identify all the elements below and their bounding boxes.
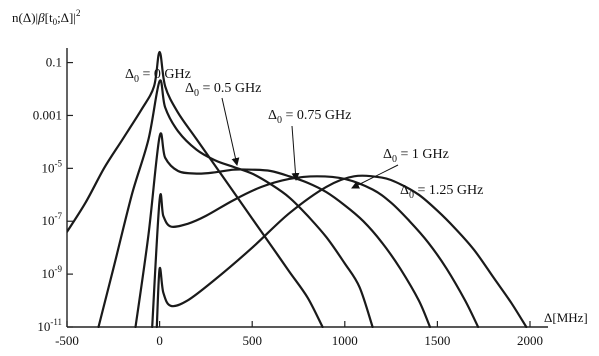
series-label-3: Δ0 = 1 GHz: [383, 147, 449, 165]
y-tick-label: 0.001: [33, 107, 62, 122]
series-label-4: Δ0 = 1.25 GHz: [400, 183, 483, 201]
series-curve-4: [155, 174, 528, 328]
x-tick-label: 2000: [517, 333, 543, 348]
y-tick-label: 0.1: [46, 55, 62, 70]
x-axis-title: Δ[MHz]: [544, 310, 588, 325]
series-curve-2: [134, 132, 432, 328]
series-arrow-2: [291, 125, 300, 181]
x-tick-label: -500: [55, 333, 79, 348]
y-axis-title: n(Δ)|β[t0;Δ]|2: [12, 8, 80, 27]
y-axis-ticks: 0.1 0.001 10-5 10-7 10-9 10-11: [33, 55, 73, 334]
y-tick-label: 10-9: [42, 264, 63, 281]
y-tick-label: 10-5: [42, 158, 63, 175]
series-curve-0: [67, 50, 324, 328]
x-tick-label: 500: [242, 333, 262, 348]
series-curve-3: [151, 175, 480, 328]
x-tick-label: 0: [156, 333, 163, 348]
y-tick-label: 10-7: [42, 211, 63, 228]
series-label-2: Δ0 = 0.75 GHz: [268, 108, 351, 126]
x-tick-label: 1500: [424, 333, 450, 348]
x-axis-ticks: -500 0 500 1000 1500 2000: [55, 321, 543, 348]
series-arrow-1: [221, 97, 240, 166]
series-label-1: Δ0 = 0.5 GHz: [185, 81, 261, 99]
y-tick-label: 10-11: [37, 317, 62, 334]
x-tick-label: 1000: [332, 333, 358, 348]
series-label-0: Δ0 = 0 GHz: [125, 67, 191, 85]
series-arrow-3: [351, 164, 399, 189]
series-curve-1: [97, 79, 374, 328]
